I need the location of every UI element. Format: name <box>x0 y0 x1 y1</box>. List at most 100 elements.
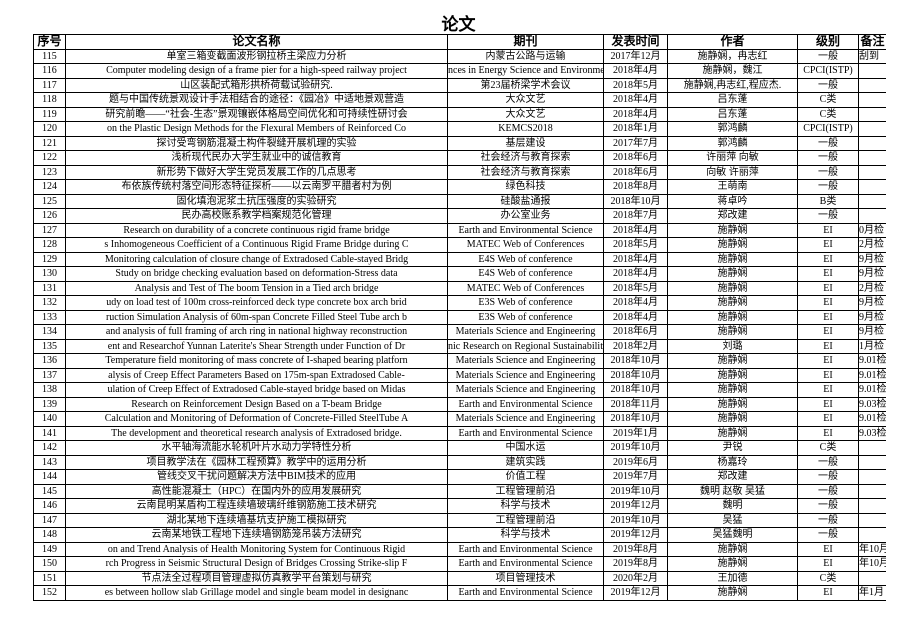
column-header: 作者 <box>667 34 798 50</box>
paper-title: 节点法全过程项目管理虚拟仿真教学平台策划与研究 <box>65 570 448 586</box>
publish-date: 2019年10月 <box>603 512 668 528</box>
paper-title: ulation of Creep Effect of Extradosed Ca… <box>65 382 448 398</box>
journal: 大众文艺 <box>447 92 604 108</box>
paper-title: on the Plastic Design Methods for the Fl… <box>65 121 448 137</box>
publish-date: 2019年10月 <box>603 483 668 499</box>
level: B类 <box>797 193 859 209</box>
publish-date: 2018年4月 <box>603 266 668 282</box>
note <box>858 483 886 499</box>
author: 施静娴 <box>667 353 798 369</box>
note: 9.01检 <box>858 411 886 427</box>
paper-title: Research on Reinforcement Design Based o… <box>65 396 448 412</box>
level: 一般 <box>797 512 859 528</box>
paper-title: 浅析现代民办大学生就业中的诚信教育 <box>65 150 448 166</box>
note: 9月检 <box>858 309 886 325</box>
table-row: 142 水平轴海流能水轮机叶片水动力学特性分析 中国水运 2019年10月 尹锐 C类 <box>33 440 886 456</box>
row-number: 121 <box>33 135 66 151</box>
author: 施静娴，魏江 <box>667 63 798 79</box>
level: 一般 <box>797 454 859 470</box>
author: 魏明 <box>667 498 798 514</box>
row-number: 142 <box>33 440 66 456</box>
note <box>858 164 886 180</box>
column-header: 论文名称 <box>65 34 448 50</box>
row-number: 143 <box>33 454 66 470</box>
author: 王萌南 <box>667 179 798 195</box>
level: C类 <box>797 106 859 122</box>
row-number: 149 <box>33 541 66 557</box>
row-number: 118 <box>33 92 66 108</box>
note <box>858 193 886 209</box>
table-row: 120 on the Plastic Design Methods for the… <box>33 121 886 137</box>
note <box>858 440 886 456</box>
row-number: 151 <box>33 570 66 586</box>
row-number: 152 <box>33 585 66 601</box>
journal: Materials Science and Engineering <box>447 324 604 340</box>
table-row: 145 高性能混凝土（HPC）在国内外的应用发展研究 工程管理前沿 2019年10月魏… <box>33 483 886 499</box>
publish-date: 2018年1月 <box>603 121 668 137</box>
level: EI <box>797 541 859 557</box>
row-number: 136 <box>33 353 66 369</box>
row-number: 150 <box>33 556 66 572</box>
paper-title: 管线交叉干扰问题解决方法中BIM技术的应用 <box>65 469 448 485</box>
note: 9月检 <box>858 251 886 267</box>
row-number: 128 <box>33 237 66 253</box>
publish-date: 2018年4月 <box>603 63 668 79</box>
level: EI <box>797 338 859 354</box>
row-number: 125 <box>33 193 66 209</box>
note: 9.03检 <box>858 425 886 441</box>
journal: 绿色科技 <box>447 179 604 195</box>
publish-date: 2018年7月 <box>603 208 668 224</box>
paper-title: Research on durability of a concrete con… <box>65 222 448 238</box>
row-number: 133 <box>33 309 66 325</box>
journal: Materials Science and Engineering <box>447 382 604 398</box>
paper-title: 民办高校账系教学档案规范化管理 <box>65 208 448 224</box>
level: EI <box>797 556 859 572</box>
journal: Materials Science and Engineering <box>447 353 604 369</box>
publish-date: 2018年10月 <box>603 193 668 209</box>
journal: 社会经济与教育探索 <box>447 164 604 180</box>
level: EI <box>797 237 859 253</box>
paper-title: ent and Researchof Yunnan Laterite's She… <box>65 338 448 354</box>
note <box>858 135 886 151</box>
table-row: 144 管线交叉干扰问题解决方法中BIM技术的应用 价值工程 2019年7月 郑改建 一般 <box>33 469 886 485</box>
journal: 价值工程 <box>447 469 604 485</box>
journal: 工程管理前沿 <box>447 512 604 528</box>
paper-title: Study on bridge checking evaluation base… <box>65 266 448 282</box>
journal: E3S Web of conference <box>447 295 604 311</box>
author: 郑改建 <box>667 469 798 485</box>
publish-date: 2018年4月 <box>603 222 668 238</box>
paper-title: 项目教学法在《园林工程预算》教学中的运用分析 <box>65 454 448 470</box>
row-number: 140 <box>33 411 66 427</box>
table-row: 135 ent and Researchof Yunnan Laterite's … <box>33 338 886 354</box>
journal: 内蒙古公路与运输 <box>447 48 604 64</box>
publish-date: 2017年7月 <box>603 135 668 151</box>
row-number: 147 <box>33 512 66 528</box>
author: 施静娴 <box>667 222 798 238</box>
table-body: 115 单室三箱变截面波形钢拉桥主梁应力分析 内蒙古公路与运输 2017年12月 施静娴… <box>33 48 886 601</box>
paper-title: 研究前瞻——“社会-生态”景观镶嵌体格局空间优化和可持续性研讨会 <box>65 106 448 122</box>
journal: nic Research on Regional Sustainability:… <box>447 338 604 354</box>
row-number: 144 <box>33 469 66 485</box>
paper-title: 高性能混凝土（HPC）在国内外的应用发展研究 <box>65 483 448 499</box>
publish-date: 2018年6月 <box>603 150 668 166</box>
note <box>858 63 886 79</box>
author: 施静娴,冉志红,程应杰. <box>667 77 798 93</box>
paper-title: and analysis of full framing of arch rin… <box>65 324 448 340</box>
row-number: 129 <box>33 251 66 267</box>
journal: 硅酸盐通报 <box>447 193 604 209</box>
paper-title: The development and theoretical research… <box>65 425 448 441</box>
level: 一般 <box>797 77 859 93</box>
publish-date: 2019年6月 <box>603 454 668 470</box>
level: C类 <box>797 92 859 108</box>
author: 施静娴 <box>667 382 798 398</box>
paper-title: 单室三箱变截面波形钢拉桥主梁应力分析 <box>65 48 448 64</box>
note: 9.01检 <box>858 382 886 398</box>
publish-date: 2018年6月 <box>603 164 668 180</box>
journal: E4S Web of conference <box>447 266 604 282</box>
publish-date: 2018年4月 <box>603 106 668 122</box>
author: 向敏 许丽萍 <box>667 164 798 180</box>
author: 施静娴 <box>667 367 798 383</box>
paper-title: alysis of Creep Effect Parameters Based … <box>65 367 448 383</box>
journal: 建筑实践 <box>447 454 604 470</box>
